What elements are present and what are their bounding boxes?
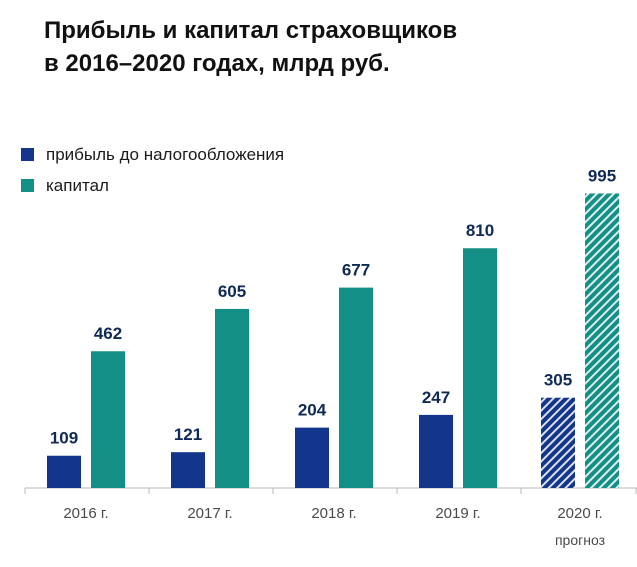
x-tick-label-4: 2020 г.: [557, 505, 602, 522]
chart-title: Прибыль и капитал страховщиков в 2016–20…: [44, 14, 624, 80]
legend-label-profit: прибыль до налогообложения: [46, 145, 285, 164]
x-tick-label-0: 2016 г.: [63, 505, 108, 522]
chart-title-line-1: Прибыль и капитал страховщиков: [44, 17, 458, 44]
data-label-capital-3: 810: [466, 221, 494, 240]
data-label-profit-1: 121: [174, 425, 202, 444]
x-tick-note-4: прогноз: [555, 532, 605, 548]
bar-capital-3: [463, 248, 497, 488]
x-tick-label-1: 2017 г.: [187, 505, 232, 522]
legend-label-capital: капитал: [46, 176, 109, 195]
data-label-capital-2: 677: [342, 261, 370, 280]
bar-capital-1: [215, 308, 249, 488]
data-label-profit-0: 109: [50, 429, 78, 448]
legend-swatch-profit: [21, 148, 34, 161]
data-label-capital-0: 462: [94, 324, 122, 343]
data-label-capital-4: 995: [588, 166, 616, 185]
bar-profit-0: [47, 455, 81, 488]
data-label-profit-4: 305: [544, 371, 572, 390]
bar-profit-4: [541, 397, 575, 488]
x-tick-label-2: 2018 г.: [311, 505, 356, 522]
x-tick-label-3: 2019 г.: [435, 505, 480, 522]
data-label-profit-3: 247: [422, 388, 450, 407]
data-label-capital-1: 605: [218, 282, 246, 301]
legend-swatch-capital: [21, 179, 34, 192]
bar-capital-2: [339, 287, 373, 488]
bar-profit-1: [171, 452, 205, 488]
bar-capital-0: [91, 351, 125, 488]
data-label-profit-2: 204: [298, 401, 327, 420]
chart-title-line-2: в 2016–2020 годах, млрд руб.: [44, 50, 390, 77]
bar-profit-2: [295, 427, 329, 488]
bar-profit-3: [419, 414, 453, 488]
bar-capital-4: [585, 193, 619, 489]
